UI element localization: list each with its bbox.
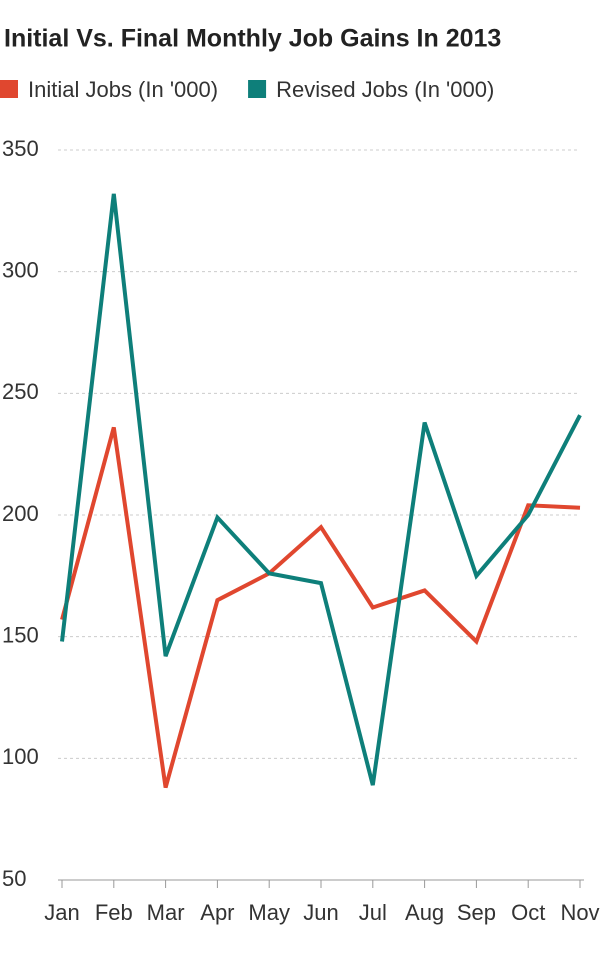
x-tick-label: May <box>248 900 290 925</box>
x-tick-label: Oct <box>511 900 545 925</box>
y-tick-label: 100 <box>2 744 39 769</box>
series-line <box>60 426 581 789</box>
legend-swatch <box>0 80 18 98</box>
x-tick-label: Jul <box>359 900 387 925</box>
x-tick-label: Sep <box>457 900 496 925</box>
x-tick-label: Jun <box>303 900 338 925</box>
y-tick-label: 50 <box>2 866 26 891</box>
legend-label: Revised Jobs (In '000) <box>276 77 494 102</box>
x-tick-label: Feb <box>95 900 133 925</box>
legend-swatch <box>248 80 267 98</box>
x-tick-label: Aug <box>405 900 444 925</box>
x-tick-label: Nov <box>560 900 599 925</box>
x-tick-label: Jan <box>44 900 79 925</box>
x-tick-label: Apr <box>200 900 234 925</box>
y-tick-label: 250 <box>2 379 39 404</box>
chart-title: Initial Vs. Final Monthly Job Gains In 2… <box>4 25 501 53</box>
x-tick-label: Mar <box>147 900 185 925</box>
series-line <box>60 193 582 786</box>
y-tick-label: 150 <box>2 622 39 647</box>
y-tick-label: 200 <box>2 501 39 526</box>
y-tick-label: 350 <box>2 136 39 161</box>
legend-label: Initial Jobs (In '000) <box>28 77 218 102</box>
y-tick-label: 300 <box>2 257 39 282</box>
